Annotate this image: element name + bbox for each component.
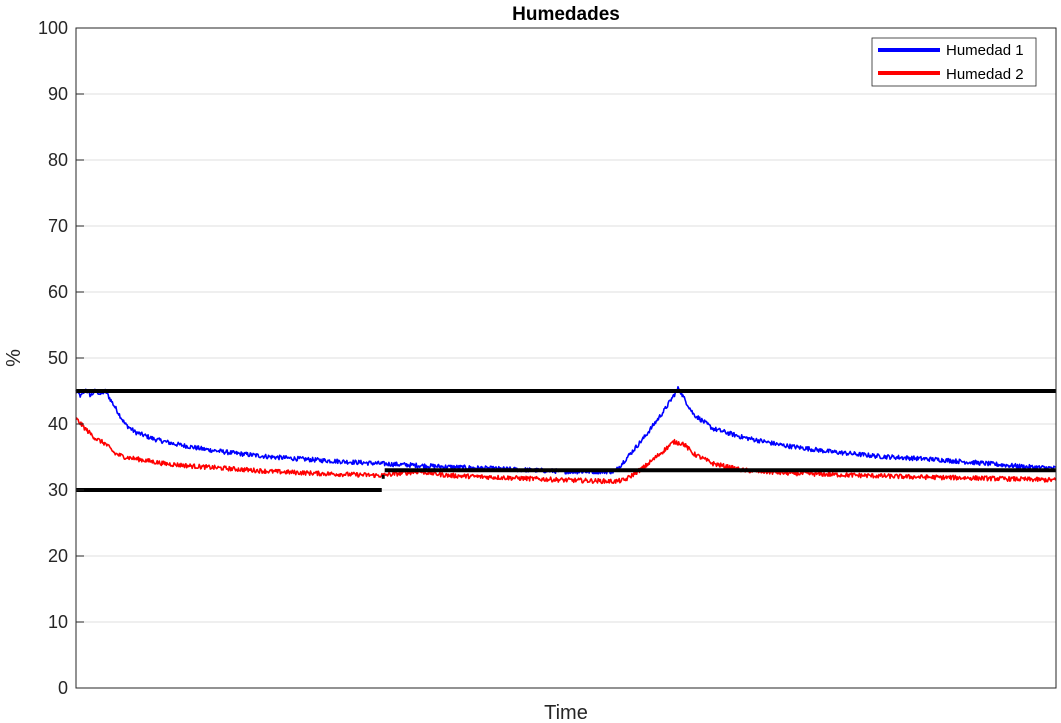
y-tick-label: 40	[48, 414, 68, 434]
y-grid	[76, 93, 1056, 623]
y-axis-label: %	[3, 349, 25, 367]
y-tick-label: 80	[48, 150, 68, 170]
y-tick-label: 30	[48, 480, 68, 500]
y-tick-label: 50	[48, 348, 68, 368]
y-tick-label: 10	[48, 612, 68, 632]
legend-label-humedad-1: Humedad 1	[946, 42, 1024, 59]
y-tick-label: 20	[48, 546, 68, 566]
x-axis-label: Time	[544, 702, 588, 723]
legend-box	[871, 37, 1037, 87]
series-layer	[75, 386, 1057, 492]
series-humedad-2-line	[75, 417, 1057, 485]
y-tick-label: 90	[48, 84, 68, 104]
series-humedad-1-line	[75, 386, 1057, 475]
y-axis: 0 10 20 30 40 50 60 70 80 90 100	[38, 18, 84, 698]
chart-title: Humedades	[512, 4, 620, 25]
legend-label-humedad-2: Humedad 2	[946, 66, 1024, 83]
y-tick-label: 0	[58, 678, 68, 698]
legend: Humedad 1 Humedad 2	[871, 37, 1037, 87]
y-tick-label: 60	[48, 282, 68, 302]
y-tick-label: 70	[48, 216, 68, 236]
y-tick-label: 100	[38, 18, 68, 38]
